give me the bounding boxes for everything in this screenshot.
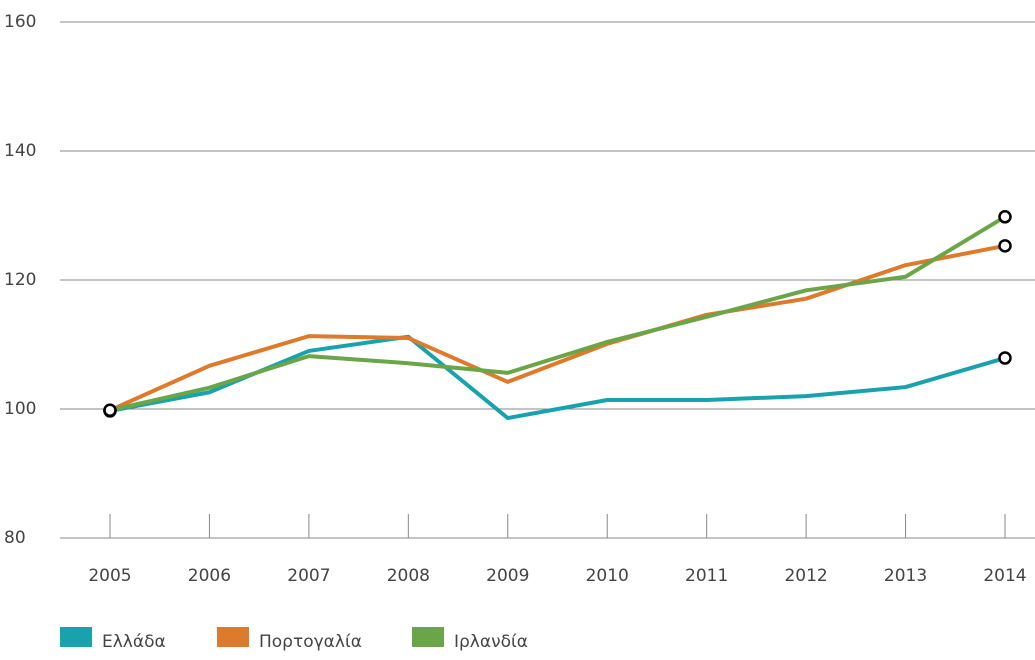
x-tick-label: 2012 [784,566,827,586]
x-tick-label: 2006 [188,566,231,586]
y-tick-label: 120 [4,270,36,290]
y-tick-label: 140 [4,141,36,161]
x-tick-label: 2005 [88,566,131,586]
y-tick-label: 80 [4,528,26,548]
x-tick-label: 2009 [486,566,529,586]
legend-swatch [412,627,444,647]
x-tick-label: 2007 [287,566,330,586]
legend-swatch [60,627,92,647]
end-marker [998,210,1012,224]
y-tick-label: 100 [4,399,36,419]
x-tick-label: 2010 [586,566,629,586]
line-series [109,215,1007,413]
legend-label: Ελλάδα [102,632,166,652]
end-marker [998,351,1012,365]
line-series [109,243,1006,413]
end-marker [998,239,1012,253]
x-tick-label: 2008 [387,566,430,586]
legend-swatch [217,627,249,647]
legend-label: Ιρλανδία [454,632,528,652]
x-tick-label: 2011 [685,566,728,586]
legend-label: Πορτογαλία [259,632,362,652]
x-tick-label: 2014 [983,566,1026,586]
y-tick-label: 160 [4,12,36,32]
end-marker [103,403,117,418]
x-tick-label: 2013 [884,566,927,586]
